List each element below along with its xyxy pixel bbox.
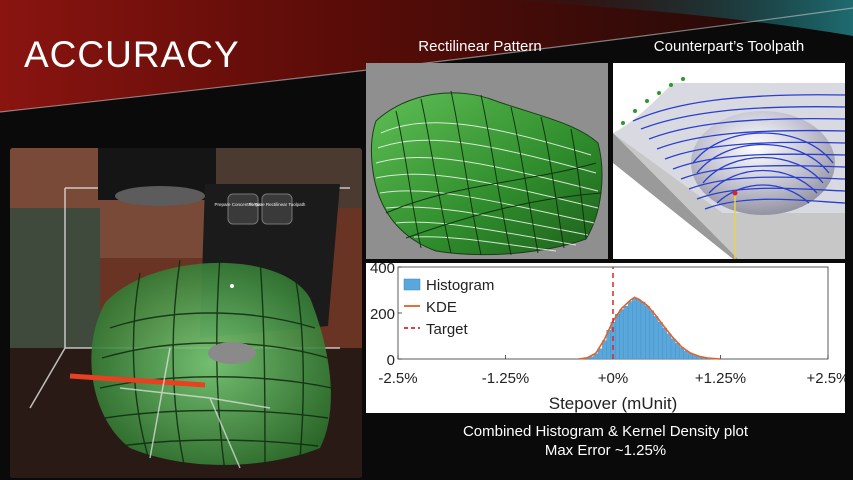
histogram-bar [653,316,659,360]
histogram-bar [670,338,676,360]
toolpath-render [613,63,845,259]
histogram-bar [675,343,680,360]
rectilinear-surface [366,63,608,259]
histogram-bar [679,347,685,360]
legend-histogram-swatch [403,278,421,291]
rectilinear-caption: Rectilinear Pattern [418,38,542,55]
histogram-bar [666,333,672,360]
histogram-bar [627,301,633,360]
histogram-bar [640,301,646,360]
histogram-bar [619,309,624,360]
chart-svg: 0 200 400 -2.5% -1.25% +0% +1.25% +2.5% Stepover… [366,263,845,413]
y-tick-label: 200 [370,306,395,323]
legend-target-label: Target [426,321,469,338]
histogram-bar [649,310,654,360]
legend-histogram-label: Histogram [426,277,494,294]
histogram-kde-chart: 0 200 400 -2.5% -1.25% +0% +1.25% +2.5% Stepover… [366,263,845,413]
x-tick-label: +0% [598,370,628,387]
slide-title: ACCURACY [24,34,240,75]
x-tick-label: +1.25% [695,370,746,387]
histogram-bar [636,299,642,360]
rectilinear-pattern-image [366,63,608,259]
toolpath-image [613,63,845,259]
x-tick-label: -1.25% [482,370,530,387]
histogram-bar [683,350,689,360]
histogram-bar [657,322,663,360]
mixed-reality-photo: Prepare Concentric Toolpath Prepare Rect… [10,148,362,478]
chart-caption-line2: Max Error ~1.25% [544,442,667,459]
legend-kde-label: KDE [426,299,457,316]
histogram-bar [662,327,667,360]
x-tick-label: +2.5% [807,370,845,387]
histogram-bar [623,305,629,360]
y-tick-label: 0 [387,352,395,369]
x-tick-label: -2.5% [378,370,417,387]
kde-line [578,296,721,360]
prepare-concentric-button[interactable] [227,193,259,225]
prepare-rectilinear-label: Prepare Rectilinear Toolpath [249,202,306,207]
photo-illustration: Prepare Concentric Toolpath Prepare Rect… [10,148,362,478]
histogram-bar [614,314,620,360]
prepare-concentric-label: Prepare Concentric Toolpath [215,202,272,207]
histogram-bar [645,305,650,360]
histogram-bar [632,298,637,360]
y-tick-label: 400 [370,263,395,277]
x-axis-label: Stepover (mUnit) [549,394,677,413]
toolpath-caption: Counterpart’s Toolpath [653,38,805,55]
chart-caption-line1: Combined Histogram & Kernel Density plot [462,423,749,440]
prepare-rectilinear-button[interactable] [261,193,293,225]
